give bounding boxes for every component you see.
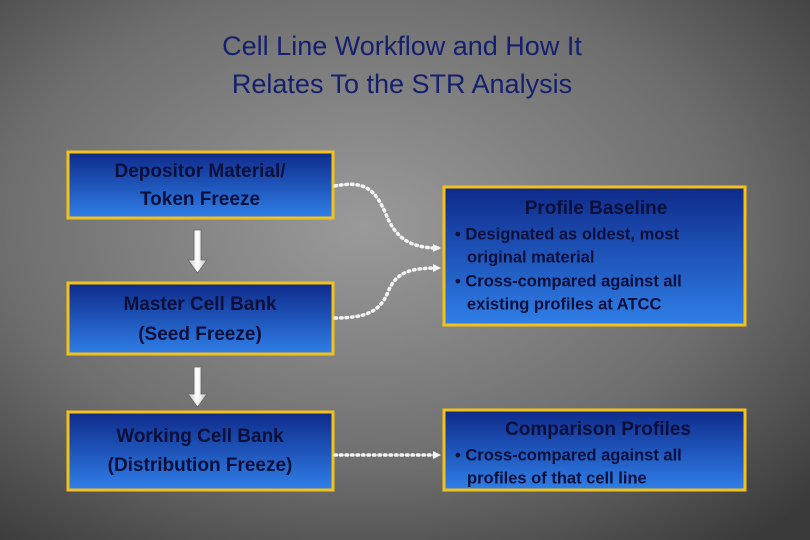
box-label: (Seed Freeze) bbox=[138, 324, 262, 345]
box-label: Token Freeze bbox=[140, 189, 260, 210]
box bbox=[442, 185, 747, 327]
bullet: • Cross-compared against all bbox=[455, 446, 682, 464]
box-label: Master Cell Bank bbox=[123, 294, 277, 315]
bullet: profiles of that cell line bbox=[467, 469, 647, 487]
box bbox=[66, 281, 335, 356]
box-label: Depositor Material/ bbox=[114, 161, 286, 182]
box-label: (Distribution Freeze) bbox=[108, 455, 293, 476]
box-heading: Comparison Profiles bbox=[505, 419, 691, 440]
box-heading: Profile Baseline bbox=[525, 198, 668, 219]
title: Relates To the STR Analysis bbox=[232, 69, 572, 99]
bullet: • Cross-compared against all bbox=[455, 272, 682, 290]
down-arrow bbox=[187, 229, 208, 274]
bullet: • Designated as oldest, most bbox=[455, 225, 680, 243]
box bbox=[66, 150, 335, 220]
dotted-arrow bbox=[333, 182, 441, 252]
box bbox=[442, 408, 747, 492]
bullet: original material bbox=[467, 248, 594, 266]
dotted-arrow bbox=[333, 264, 441, 320]
box-label: Working Cell Bank bbox=[116, 426, 284, 447]
down-arrow bbox=[187, 366, 208, 408]
box bbox=[66, 410, 335, 492]
title: Cell Line Workflow and How It bbox=[222, 31, 582, 61]
bullet: existing profiles at ATCC bbox=[467, 295, 661, 313]
